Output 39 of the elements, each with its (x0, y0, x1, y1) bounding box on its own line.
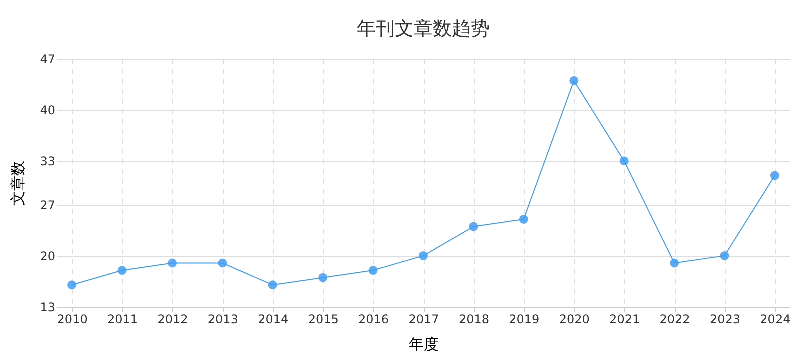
x-tick-label: 2011 (107, 312, 138, 326)
x-axis-title: 年度 (409, 336, 439, 354)
y-tick-label: 27 (40, 198, 56, 212)
point (620, 156, 629, 166)
point (720, 251, 730, 260)
point (570, 76, 579, 86)
point (218, 258, 228, 268)
x-tick-label: 2021 (610, 312, 640, 326)
x-tick-label: 2010 (57, 312, 88, 326)
x-tick-label: 2023 (710, 312, 741, 326)
x-tick-label: 2018 (458, 312, 490, 326)
y-tick-label: 40 (40, 104, 56, 118)
y-tick-label: 33 (40, 154, 56, 169)
point (519, 215, 528, 224)
x-tick-label: 2016 (358, 312, 390, 326)
x-tick-label: 2015 (308, 312, 339, 326)
x-tick-label: 2013 (208, 312, 238, 326)
y-axis-title: 文章数 (9, 161, 28, 206)
y-tick-label: 47 (40, 52, 56, 66)
point (68, 280, 77, 290)
point (368, 266, 378, 275)
x-tick-label: 2022 (660, 312, 690, 326)
point (469, 222, 478, 232)
point (670, 258, 679, 268)
x-tick-label: 2012 (158, 312, 188, 326)
point (168, 258, 177, 268)
x-tick-label: 2020 (559, 312, 590, 326)
point (268, 280, 278, 290)
chart-title: 年刊文章数趋势 (357, 18, 490, 40)
x-tick-label: 2019 (509, 312, 540, 326)
y-tick-label: 20 (40, 249, 56, 264)
x-tick-label: 2014 (258, 312, 289, 326)
point (419, 251, 428, 260)
y-tick-label: 13 (40, 300, 56, 314)
point (318, 273, 328, 282)
point (770, 171, 780, 180)
point (118, 266, 127, 275)
x-tick-label: 2024 (760, 312, 791, 326)
x-tick-label: 2017 (408, 312, 440, 326)
